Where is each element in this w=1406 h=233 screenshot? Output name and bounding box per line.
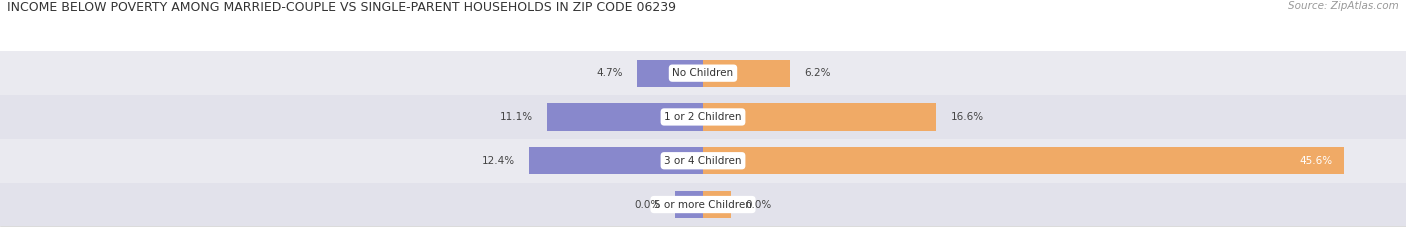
Text: 1 or 2 Children: 1 or 2 Children (664, 112, 742, 122)
Text: INCOME BELOW POVERTY AMONG MARRIED-COUPLE VS SINGLE-PARENT HOUSEHOLDS IN ZIP COD: INCOME BELOW POVERTY AMONG MARRIED-COUPL… (7, 1, 676, 14)
Text: 45.6%: 45.6% (1299, 156, 1333, 166)
Bar (703, 191, 731, 218)
Text: 6.2%: 6.2% (804, 68, 831, 78)
Bar (675, 191, 703, 218)
Bar (703, 147, 1344, 174)
Bar (529, 147, 703, 174)
Text: 3 or 4 Children: 3 or 4 Children (664, 156, 742, 166)
Bar (0, 51, 1406, 95)
Text: 16.6%: 16.6% (950, 112, 984, 122)
Text: 0.0%: 0.0% (745, 199, 772, 209)
Text: No Children: No Children (672, 68, 734, 78)
Text: 11.1%: 11.1% (499, 112, 533, 122)
Bar (703, 60, 790, 87)
Bar (637, 60, 703, 87)
Bar (0, 95, 1406, 139)
Text: 0.0%: 0.0% (634, 199, 661, 209)
Bar (547, 103, 703, 130)
Bar (0, 183, 1406, 226)
Bar (703, 103, 936, 130)
Bar (0, 139, 1406, 183)
Text: 12.4%: 12.4% (481, 156, 515, 166)
Text: Source: ZipAtlas.com: Source: ZipAtlas.com (1288, 1, 1399, 11)
Text: 5 or more Children: 5 or more Children (654, 199, 752, 209)
Text: 4.7%: 4.7% (596, 68, 623, 78)
